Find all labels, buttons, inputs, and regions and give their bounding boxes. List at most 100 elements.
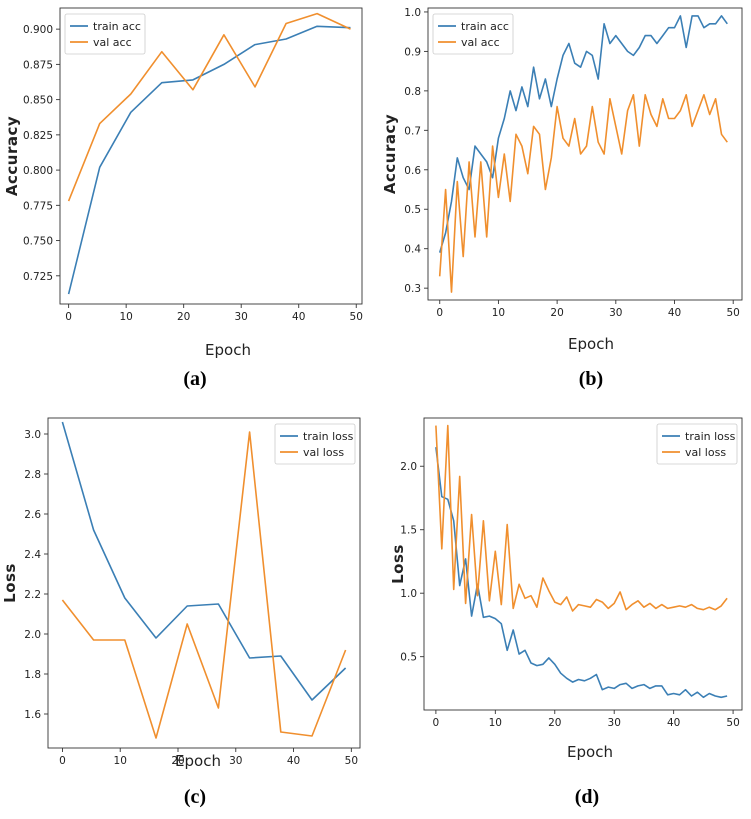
caption-b: (b) (578, 368, 604, 390)
x-tick-label: 10 (114, 755, 127, 767)
x-axis-label: Epoch (568, 335, 614, 353)
y-tick-label: 0.900 (23, 24, 53, 36)
series-line-train-acc (67, 25, 351, 295)
y-tick-label: 1.5 (400, 525, 417, 537)
legend-label: train acc (93, 20, 141, 33)
x-tick-label: 50 (350, 311, 363, 323)
x-tick-label: 30 (609, 307, 622, 319)
legend-box (274, 423, 356, 465)
x-tick-label: 20 (177, 311, 190, 323)
legend-label: train acc (461, 20, 509, 33)
caption-d: (d) (574, 786, 600, 808)
y-tick-label: 1.0 (400, 588, 417, 600)
y-tick-label: 0.4 (404, 244, 421, 256)
accuracy-chart-b: 0 10 20 30 40 50 0.3 0.4 0.5 0.6 0.7 0.8 0.9 1.0 Epoch… (381, 7, 743, 353)
y-tick-label: 1.0 (404, 7, 421, 19)
legend-label: val acc (461, 36, 500, 49)
x-tick-label: 40 (667, 717, 680, 729)
caption-c: (c) (183, 786, 207, 808)
y-tick-label: 2.6 (24, 509, 41, 521)
legend-label: train loss (303, 430, 354, 443)
legend-label: val acc (93, 36, 132, 49)
x-tick-label: 20 (171, 755, 184, 767)
y-tick-label: 1.8 (24, 669, 41, 681)
y-tick-label: 2.2 (24, 589, 41, 601)
y-tick-label: 0.825 (23, 130, 53, 142)
panel-a: 0 10 20 30 40 50 0.725 0.750 0.775 0.800 0.825 0.85… (0, 0, 375, 400)
legend-box (656, 423, 738, 465)
x-tick-label: 30 (608, 717, 621, 729)
x-tick-label: 40 (287, 755, 300, 767)
accuracy-chart-a: 0 10 20 30 40 50 0.725 0.750 0.775 0.800 0.825 0.85… (3, 7, 363, 359)
y-tick-label: 1.6 (24, 709, 41, 721)
legend-box (432, 13, 514, 55)
y-tick-label: 0.725 (23, 271, 53, 283)
caption-a: (a) (183, 368, 207, 390)
x-tick-label: 0 (433, 717, 440, 729)
y-tick-label: 2.0 (24, 629, 41, 641)
loss-chart-c: 0 10 20 30 40 50 1.6 1.8 2.0 2.2 2.4 2.6 2.8 3.0 Epoch… (1, 417, 361, 770)
loss-chart-d: 0 10 20 30 40 50 0.5 1.0 1.5 2.0 Epoch Loss train lo… (389, 417, 743, 761)
plot-frame (423, 417, 743, 711)
y-tick-label: 0.6 (404, 165, 421, 177)
x-tick-label: 20 (550, 307, 563, 319)
legend: train loss val loss (274, 423, 356, 465)
y-tick-label: 0.9 (404, 46, 421, 58)
series-line-val-loss (435, 424, 728, 612)
y-tick-label: 2.4 (24, 549, 41, 561)
y-axis-label: Accuracy (3, 116, 21, 196)
x-tick-label: 40 (668, 307, 681, 319)
series-line-val-loss (61, 431, 347, 739)
x-tick-label: 30 (229, 755, 242, 767)
panel-d: 0 10 20 30 40 50 0.5 1.0 1.5 2.0 Epoch Loss train lo… (376, 410, 751, 810)
x-tick-label: 50 (727, 307, 740, 319)
x-tick-label: 10 (119, 311, 132, 323)
series-line-val-acc (438, 94, 728, 293)
legend: train loss val loss (656, 423, 738, 465)
x-tick-label: 0 (59, 755, 66, 767)
x-tick-label: 50 (345, 755, 358, 767)
y-tick-label: 2.8 (24, 469, 41, 481)
y-tick-label: 0.875 (23, 59, 53, 71)
x-axis-label: Epoch (567, 743, 613, 761)
legend-label: val loss (303, 446, 344, 459)
y-tick-label: 0.775 (23, 200, 53, 212)
x-tick-label: 0 (436, 307, 443, 319)
legend: train acc val acc (64, 13, 146, 55)
x-tick-label: 10 (489, 717, 502, 729)
y-tick-label: 0.750 (23, 236, 53, 248)
legend-label: train loss (685, 430, 736, 443)
panel-b: 0 10 20 30 40 50 0.3 0.4 0.5 0.6 0.7 0.8 0.9 1.0 Epoch… (376, 0, 751, 400)
series-line-train-loss (435, 447, 728, 699)
y-axis-label: Loss (389, 544, 407, 584)
x-tick-label: 20 (548, 717, 561, 729)
x-axis-label: Epoch (205, 341, 251, 359)
y-tick-label: 0.800 (23, 165, 53, 177)
y-axis-label: Accuracy (381, 114, 399, 194)
series-line-train-loss (61, 421, 347, 701)
y-tick-label: 2.0 (400, 461, 417, 473)
legend: train acc val acc (432, 13, 514, 55)
x-tick-label: 40 (292, 311, 305, 323)
panel-c: 0 10 20 30 40 50 1.6 1.8 2.0 2.2 2.4 2.6 2.8 3.0 Epoch… (0, 410, 375, 810)
x-tick-label: 50 (726, 717, 739, 729)
y-tick-label: 0.8 (404, 86, 421, 98)
x-tick-label: 0 (65, 311, 72, 323)
plot-frame (427, 7, 743, 301)
y-tick-label: 3.0 (24, 429, 41, 441)
y-tick-label: 0.3 (404, 283, 421, 295)
y-axis-label: Loss (1, 563, 19, 603)
y-tick-label: 0.5 (400, 652, 417, 664)
x-axis-label: Epoch (175, 752, 221, 770)
x-tick-label: 10 (492, 307, 505, 319)
legend-label: val loss (685, 446, 726, 459)
series-line-val-acc (67, 12, 351, 202)
plot-frame (47, 417, 361, 749)
y-tick-label: 0.7 (404, 125, 421, 137)
y-tick-label: 0.5 (404, 204, 421, 216)
plot-frame (59, 7, 363, 305)
y-tick-label: 0.850 (23, 95, 53, 107)
series-line-train-acc (438, 15, 728, 253)
x-tick-label: 30 (235, 311, 248, 323)
legend-box (64, 13, 146, 55)
